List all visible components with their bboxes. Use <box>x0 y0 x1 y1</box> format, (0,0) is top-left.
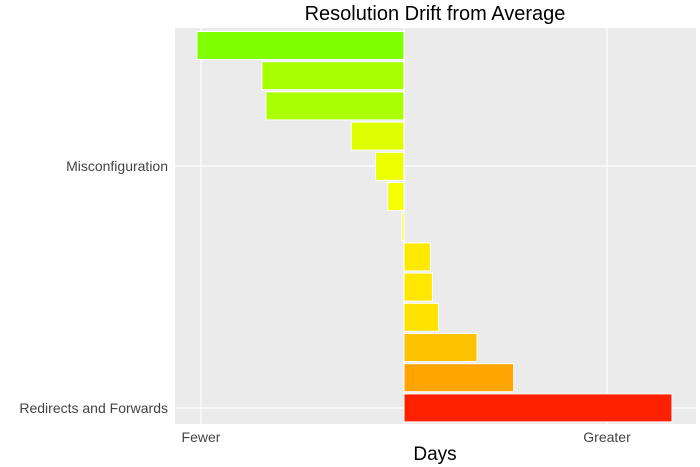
bar-3 <box>265 91 405 121</box>
bar-10 <box>403 302 440 332</box>
bar-11 <box>403 333 478 362</box>
chart-title: Resolution Drift from Average <box>305 3 566 25</box>
bar-2 <box>261 61 405 91</box>
bar-7 <box>401 212 405 242</box>
bar-12 <box>403 363 515 393</box>
x-tick-label-greater: Greater <box>583 429 631 445</box>
y-tick-label-misconfiguration: Misconfiguration <box>66 158 168 174</box>
bar-1 <box>196 31 405 60</box>
bar-4 <box>350 121 405 151</box>
x-axis-title: Days <box>413 444 456 465</box>
bar-5 <box>375 151 405 181</box>
bar-13 <box>403 393 673 423</box>
bars <box>196 31 673 423</box>
bar-9 <box>403 272 433 302</box>
bar-8 <box>403 242 431 272</box>
bar-6 <box>387 182 405 211</box>
x-tick-label-fewer: Fewer <box>182 429 221 445</box>
y-tick-label-redirects: Redirects and Forwards <box>19 400 168 416</box>
